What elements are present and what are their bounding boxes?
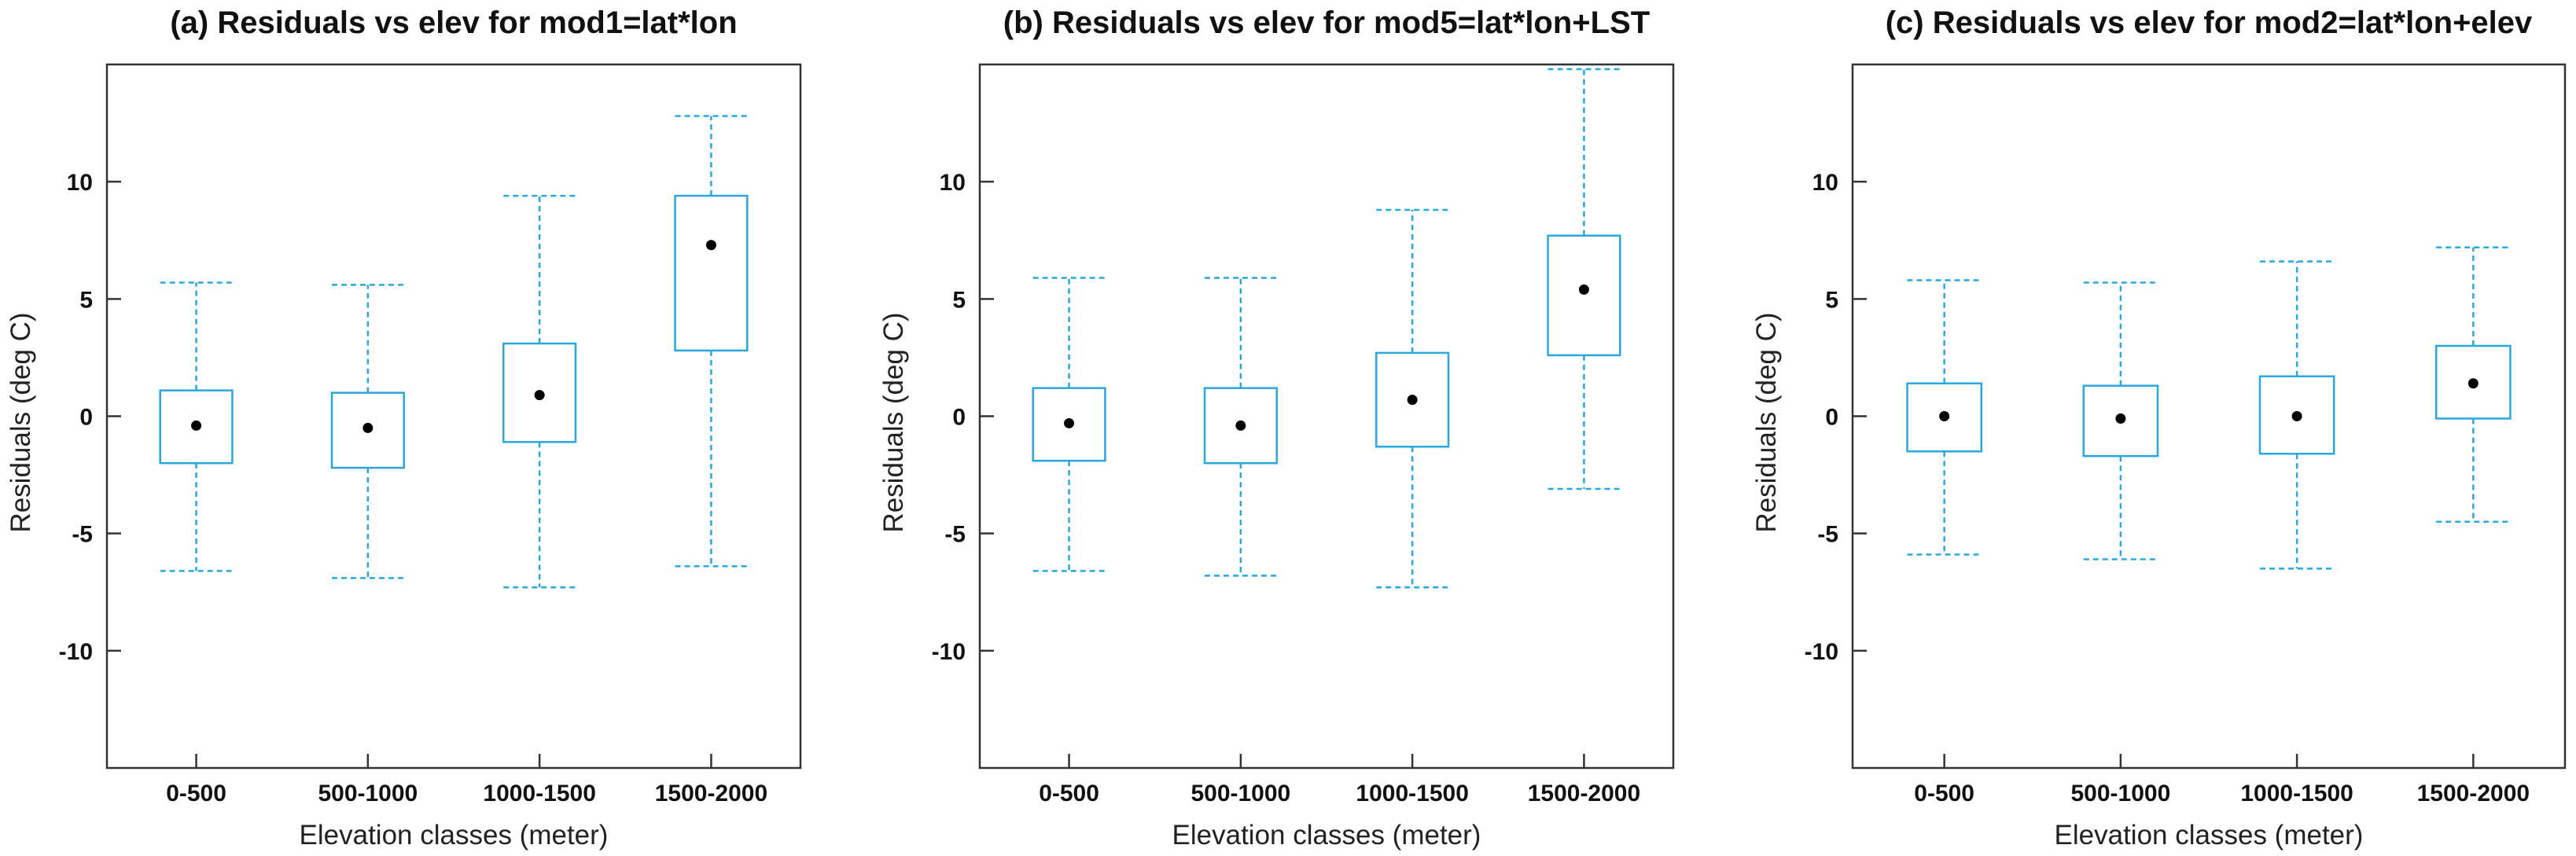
x-tick-label: 0-500 <box>1914 781 1974 806</box>
box-1000-1500 <box>2258 260 2335 570</box>
mean-marker <box>1939 411 1950 421</box>
y-tick-label: -5 <box>1817 522 1838 548</box>
panel-a: (a) Residuals vs elev for mod1=lat*lon -1… <box>6 6 802 850</box>
y-axis-label: Residuals (deg C) <box>6 312 36 532</box>
mean-marker <box>2467 378 2478 389</box>
x-tick-label: 1500-2000 <box>2417 781 2530 806</box>
box-1000-1500 <box>1375 208 1450 589</box>
box-0-500 <box>1032 277 1106 572</box>
y-axis-label: Residuals (deg C) <box>1751 312 1782 532</box>
x-axis-label: Elevation classes (meter) <box>300 820 609 850</box>
box-1500-2000 <box>674 115 749 568</box>
iqr-box <box>674 194 749 352</box>
mean-marker <box>191 420 202 431</box>
mean-marker <box>1235 420 1246 431</box>
box-500-1000 <box>330 284 405 579</box>
y-tick-label: 10 <box>1812 170 1838 196</box>
box-500-1000 <box>1203 277 1278 577</box>
panel-title: (c) Residuals vs elev for mod2=lat*lon+e… <box>1886 6 2533 40</box>
y-tick-label: 5 <box>952 287 966 313</box>
mean-marker <box>362 422 374 433</box>
iqr-box <box>1547 234 1621 357</box>
y-tick-label: 5 <box>1825 287 1838 313</box>
x-axis-label: Elevation classes (meter) <box>2055 820 2364 850</box>
box-1500-2000 <box>2434 246 2512 523</box>
x-tick-label: 1500-2000 <box>1528 781 1640 806</box>
mean-marker <box>534 390 545 401</box>
mean-marker <box>2291 411 2302 421</box>
mean-marker <box>705 240 716 251</box>
x-tick-label: 500-1000 <box>318 781 418 806</box>
x-tick-label: 1000-1500 <box>2240 781 2353 806</box>
y-tick-label: 10 <box>67 170 93 196</box>
panel-c: (c) Residuals vs elev for mod2=lat*lon+e… <box>1751 6 2567 850</box>
y-tick-label: -5 <box>944 522 966 548</box>
box-1500-2000 <box>1547 68 1621 490</box>
mean-marker <box>1407 395 1418 406</box>
mean-marker <box>2115 413 2126 424</box>
y-tick-label: -5 <box>72 522 93 548</box>
box-0-500 <box>1906 279 1983 556</box>
y-tick-label: 5 <box>79 287 93 313</box>
x-tick-label: 1000-1500 <box>1356 781 1468 806</box>
box-500-1000 <box>2082 281 2159 560</box>
panel-title: (b) Residuals vs elev for mod5=lat*lon+L… <box>1003 6 1650 40</box>
box-0-500 <box>159 281 234 572</box>
box-1000-1500 <box>502 194 577 589</box>
mean-marker <box>1064 417 1075 428</box>
y-tick-label: 0 <box>79 405 93 431</box>
x-tick-label: 1500-2000 <box>655 781 767 806</box>
x-tick-label: 500-1000 <box>1190 781 1290 806</box>
x-axis-label: Elevation classes (meter) <box>1172 820 1481 850</box>
panel-b: (b) Residuals vs elev for mod5=lat*lon+L… <box>878 6 1675 850</box>
x-tick-label: 500-1000 <box>2070 781 2170 806</box>
y-tick-label: -10 <box>59 639 93 665</box>
y-tick-label: 0 <box>1825 405 1838 431</box>
y-axis-label: Residuals (deg C) <box>878 312 909 532</box>
panel-title: (a) Residuals vs elev for mod1=lat*lon <box>170 6 737 40</box>
y-tick-label: -10 <box>1805 639 1838 665</box>
y-tick-label: 10 <box>940 170 966 196</box>
x-tick-label: 0-500 <box>1039 781 1099 806</box>
y-tick-label: -10 <box>932 639 966 665</box>
mean-marker <box>1578 284 1589 295</box>
y-tick-label: 0 <box>952 405 966 431</box>
x-tick-label: 1000-1500 <box>483 781 595 806</box>
x-tick-label: 0-500 <box>166 781 226 806</box>
